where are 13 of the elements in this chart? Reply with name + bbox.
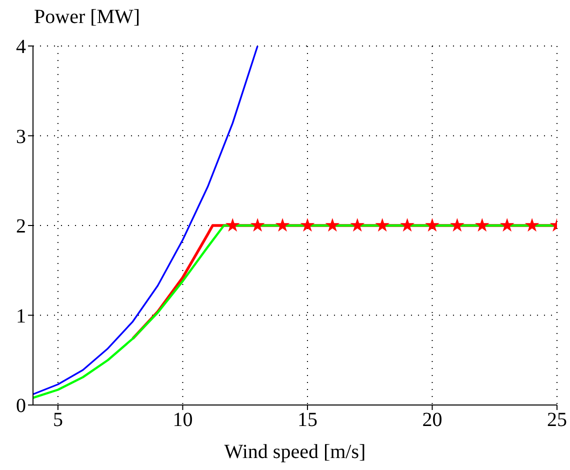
x-tick-label: 10 [172, 409, 193, 432]
x-tick-label: 15 [297, 409, 318, 432]
y-tick-label: 3 [16, 126, 26, 148]
y-axis-title: Power [MW] [34, 6, 140, 29]
y-tick-label: 2 [16, 216, 26, 238]
y-tick-label: 0 [16, 395, 26, 418]
x-axis-title: Wind speed [m/s] [224, 441, 366, 463]
line-series [33, 46, 258, 396]
x-tick-label: 20 [422, 409, 442, 432]
x-tick-label: 25 [547, 409, 567, 432]
x-tick-label: 5 [52, 409, 63, 432]
y-tick-label: 4 [16, 36, 26, 58]
y-tick-label: 1 [16, 305, 26, 328]
